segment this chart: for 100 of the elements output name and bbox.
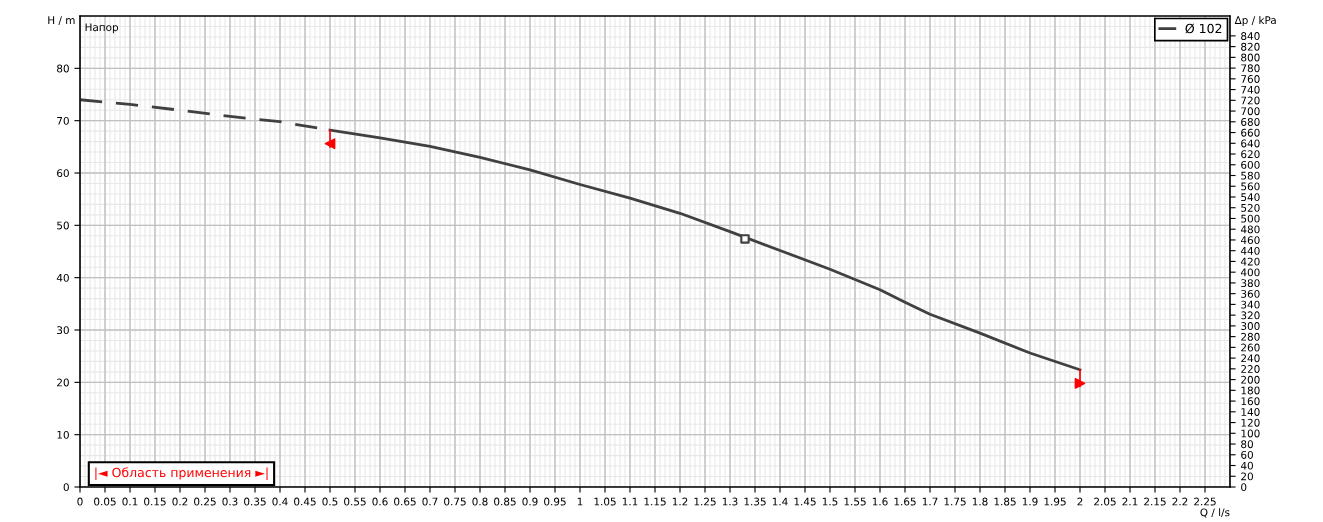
y2-tick-label: 460 (1240, 236, 1260, 245)
y2-tick-label: 220 (1241, 365, 1260, 373)
y2-tick-label: 620 (1241, 150, 1260, 159)
y2-tick-label: 280 (1241, 332, 1260, 341)
y2-tick-label: 360 (1241, 289, 1260, 298)
x-tick-label: 1.05 (594, 497, 616, 506)
y2-tick-label: 800 (1241, 53, 1260, 62)
x-tick-label: 0.45 (294, 497, 316, 506)
x-tick-label: 2.1 (1122, 497, 1138, 506)
y2-tick-label: 0 (1241, 483, 1247, 492)
x-tick-label: 1.25 (694, 497, 716, 506)
x-tick-label: 2.05 (1094, 497, 1116, 506)
y2-tick-label: 120 (1241, 418, 1260, 427)
y2-tick-label: 40 (1240, 461, 1253, 470)
y2-tick-label: 680 (1241, 118, 1260, 126)
y-tick-label: 50 (57, 221, 69, 230)
x-tick-label: 1.65 (894, 497, 916, 506)
y-tick-label: 40 (56, 273, 69, 282)
x-tick-label: 0.6 (372, 497, 388, 506)
x-tick-label: 1.85 (994, 497, 1016, 506)
x-tick-label: 0.75 (444, 497, 466, 506)
x-tick-label: 0.05 (94, 497, 116, 506)
x-tick-label: 0.9 (522, 497, 538, 506)
x-tick-label: 0.25 (194, 497, 216, 506)
x-tick-label: 0.95 (544, 497, 566, 506)
x-tick-label: 0.2 (172, 497, 188, 506)
y-tick-label: 20 (57, 378, 69, 387)
x-tick-label: 1.3 (722, 497, 738, 506)
y-tick-label: 60 (57, 169, 69, 178)
y2-tick-label: 740 (1241, 85, 1260, 94)
x-tick-label: 1.1 (622, 497, 638, 506)
x-tick-label: 1.55 (844, 497, 866, 506)
y-axis-title: H / m (48, 16, 75, 25)
x-tick-label: 0.4 (272, 497, 288, 506)
y-tick-label: 0 (63, 483, 69, 492)
y2-tick-label: 500 (1241, 214, 1260, 223)
x-tick-label: 1.45 (794, 497, 816, 506)
text: Напор (85, 23, 119, 34)
x-tick-label: 0.15 (144, 497, 166, 506)
x-tick-label: 1.5 (822, 497, 838, 506)
x-tick-label: 1 (577, 497, 583, 506)
x-tick-label: 0.1 (122, 497, 138, 506)
y2-tick-label: 80 (1241, 440, 1253, 449)
y2-tick-label: 440 (1240, 246, 1260, 255)
y2-tick-label: 420 (1240, 257, 1260, 266)
y2-tick-label: 320 (1241, 311, 1260, 320)
y2-axis-title: Δp / kPa (1234, 16, 1276, 27)
y2-tick-label: 840 (1241, 32, 1260, 40)
x-tick-label: 0.35 (244, 497, 266, 506)
x-tick-label: 2 (1077, 497, 1083, 506)
y2-tick-label: 60 (1241, 451, 1253, 459)
y-tick-label: 80 (57, 64, 69, 73)
x-tick-label: 0.65 (394, 497, 416, 506)
point (324, 138, 336, 150)
y2-tick-label: 700 (1241, 107, 1260, 116)
y2-tick-label: 560 (1241, 182, 1260, 191)
x-tick-label: 2.2 (1172, 497, 1188, 506)
y2-tick-label: 200 (1241, 375, 1260, 384)
y-tick-label: 10 (57, 430, 69, 439)
x-tick-label: 0.8 (472, 497, 488, 506)
x-tick-label: 1.6 (872, 497, 888, 506)
x-tick-label: 2.25 (1194, 497, 1216, 506)
x-tick-label: 1.2 (672, 497, 688, 506)
annotation: |◄ Область применения ►| (95, 467, 268, 480)
y2-tick-label: 100 (1241, 429, 1260, 438)
legend-label: Ø 102 (1185, 23, 1222, 34)
y2-tick-label: 260 (1241, 343, 1260, 352)
point (1074, 378, 1086, 389)
y2-tick-label: 480 (1240, 225, 1260, 234)
y2-tick-label: 540 (1241, 193, 1260, 202)
point (740, 234, 750, 244)
x-tick-label: 1.4 (772, 497, 788, 506)
y-tick-label: 70 (57, 116, 69, 125)
x-tick-label: 0.7 (422, 497, 438, 506)
x-tick-label: 1.95 (1044, 497, 1066, 506)
y2-tick-label: 660 (1241, 128, 1260, 137)
y2-tick-label: 180 (1241, 386, 1260, 395)
x-tick-label: 1.7 (922, 497, 938, 506)
x-tick-label: 1.75 (944, 497, 966, 506)
y2-tick-label: 820 (1241, 42, 1260, 51)
x-tick-label: 1.9 (1022, 497, 1038, 506)
y2-tick-label: 640 (1241, 139, 1260, 148)
x-axis-title: Q / l/s (1200, 508, 1230, 518)
y2-tick-label: 720 (1241, 96, 1260, 105)
y2-tick-label: 160 (1241, 397, 1260, 406)
y2-tick-label: 300 (1241, 322, 1260, 330)
y2-tick-label: 400 (1240, 268, 1260, 277)
y2-tick-label: 240 (1241, 354, 1260, 363)
x-tick-label: 0.55 (344, 497, 366, 506)
x-tick-label: 1.15 (644, 497, 666, 506)
y2-tick-label: 20 (1241, 472, 1253, 481)
y2-tick-label: 340 (1241, 300, 1260, 309)
y2-tick-label: 580 (1241, 171, 1260, 180)
x-tick-label: 2.15 (1144, 497, 1166, 506)
y2-tick-label: 600 (1241, 160, 1260, 169)
x-tick-label: 0.5 (322, 497, 338, 506)
x-tick-label: 1.8 (972, 497, 988, 506)
x-tick-label: 0.85 (494, 497, 516, 506)
y2-tick-label: 520 (1241, 203, 1260, 212)
x-tick-label: 1.35 (744, 497, 766, 506)
